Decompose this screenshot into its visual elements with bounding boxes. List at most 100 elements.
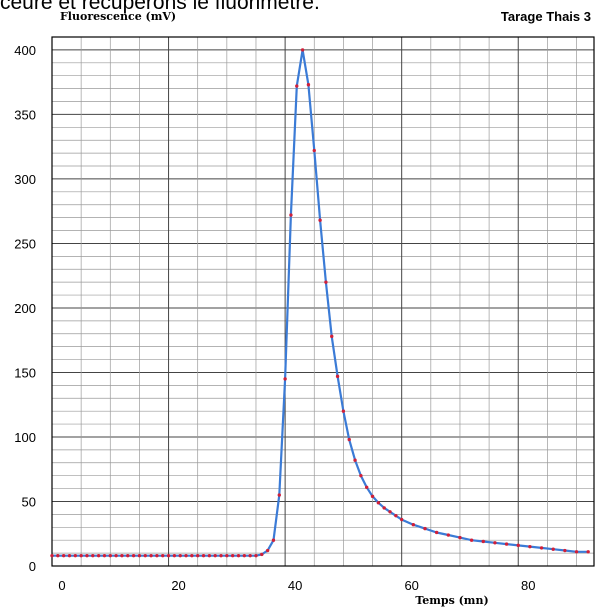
data-point — [528, 544, 532, 549]
data-point — [341, 409, 346, 413]
data-point — [335, 374, 340, 379]
data-point — [271, 538, 276, 542]
y-tick-label: 150 — [14, 365, 36, 380]
data-point — [283, 377, 287, 381]
data-point — [108, 553, 112, 558]
chart-grid — [52, 37, 594, 566]
series-line — [52, 48, 589, 557]
data-point — [370, 494, 375, 499]
data-point — [516, 543, 520, 548]
y-axis-label: Fluorescence (mV) — [60, 10, 176, 23]
data-point — [236, 553, 241, 558]
data-point — [213, 553, 217, 558]
data-point — [207, 553, 212, 558]
data-point — [225, 553, 229, 558]
data-point — [114, 553, 118, 558]
data-point — [178, 553, 182, 558]
data-point — [365, 485, 369, 489]
data-point — [149, 553, 153, 558]
data-point — [551, 547, 555, 551]
data-point — [67, 553, 72, 558]
data-point — [61, 553, 66, 558]
data-point — [265, 548, 270, 553]
data-point — [394, 513, 398, 518]
data-point — [306, 83, 311, 87]
data-point — [399, 517, 404, 522]
data-point — [248, 553, 252, 558]
data-point — [324, 280, 328, 284]
x-axis-ticks: 0 20 40 60 80 — [58, 578, 535, 593]
data-point — [155, 553, 159, 558]
y-tick-label: 300 — [14, 172, 36, 187]
data-point — [50, 553, 54, 558]
data-point — [481, 539, 485, 544]
plot-frame — [51, 36, 595, 567]
data-point — [434, 530, 439, 535]
data-point — [73, 553, 78, 558]
data-point — [318, 218, 322, 222]
x-tick-label: 40 — [288, 578, 302, 593]
data-point — [260, 552, 264, 557]
data-point — [353, 458, 357, 462]
data-point — [85, 553, 89, 558]
x-tick-label: 20 — [171, 578, 185, 593]
data-point — [312, 148, 316, 153]
caption-text: ceure et récupérons le fluorimètre. — [0, 0, 320, 14]
data-point — [446, 533, 451, 537]
y-tick-label: 350 — [14, 107, 36, 122]
series-markers — [50, 48, 590, 558]
data-point — [277, 493, 281, 497]
data-point — [195, 553, 200, 558]
data-point — [359, 473, 363, 478]
data-point — [539, 546, 544, 550]
x-tick-label: 60 — [404, 578, 418, 593]
data-point — [96, 553, 101, 558]
chart-title: Tarage Thais 3 — [501, 9, 591, 24]
data-point — [493, 541, 497, 545]
data-point — [586, 550, 590, 554]
data-point — [295, 84, 299, 88]
data-point — [469, 538, 474, 542]
data-point — [219, 553, 223, 558]
data-point — [423, 526, 427, 531]
data-point — [330, 334, 334, 339]
y-tick-label: 250 — [14, 236, 36, 251]
data-point — [574, 550, 579, 554]
data-point — [289, 213, 293, 217]
data-point — [79, 553, 83, 558]
y-tick-label: 100 — [14, 430, 36, 445]
data-point — [563, 548, 567, 553]
y-tick-label: 50 — [22, 494, 36, 509]
data-point — [126, 553, 130, 558]
data-point — [230, 553, 235, 558]
x-tick-label: 0 — [58, 578, 65, 593]
y-axis-ticks: 0 50 100 150 200 250 300 350 400 — [14, 43, 36, 574]
data-point — [166, 553, 171, 558]
data-point — [388, 510, 392, 514]
data-point — [242, 553, 247, 558]
data-point — [172, 553, 177, 558]
data-point — [143, 553, 147, 558]
data-point — [458, 535, 462, 540]
y-tick-label: 200 — [14, 301, 36, 316]
data-point — [161, 553, 165, 558]
data-point — [504, 542, 509, 546]
data-point — [411, 523, 416, 527]
data-point — [347, 437, 351, 442]
data-point — [382, 506, 386, 510]
y-tick-label: 400 — [14, 43, 36, 58]
data-point — [201, 553, 206, 558]
data-point — [120, 553, 124, 558]
data-point — [376, 501, 381, 505]
x-tick-label: 80 — [521, 578, 535, 593]
data-point — [254, 553, 258, 558]
data-point — [102, 553, 107, 558]
y-tick-label: 0 — [29, 559, 36, 574]
data-point — [131, 553, 136, 558]
data-point — [300, 48, 305, 52]
data-point — [137, 553, 142, 558]
data-point — [184, 553, 188, 558]
data-point — [56, 553, 60, 558]
x-axis-label: Temps (mn) — [415, 594, 488, 607]
